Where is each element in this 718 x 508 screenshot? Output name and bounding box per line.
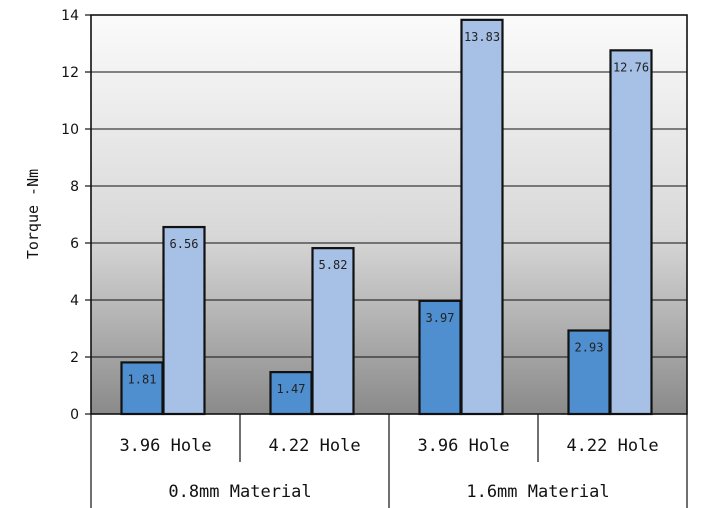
x-axis-categories: 3.96 Hole 4.22 Hole 3.96 Hole 4.22 Hole 0.8m… <box>90 414 688 508</box>
y-tick-label: 14 <box>61 8 79 24</box>
data-label: 1.81 <box>128 372 157 386</box>
y-tick-label: 2 <box>70 350 79 366</box>
bar <box>609 49 653 416</box>
bar <box>120 361 164 416</box>
x-category-label: 3.96 Hole <box>417 436 509 456</box>
y-tick-label: 6 <box>70 236 79 252</box>
data-label: 12.76 <box>613 60 649 74</box>
x-group-label: 1.6mm Material <box>466 482 609 502</box>
y-tick-label: 10 <box>61 122 79 138</box>
data-label: 5.82 <box>319 258 348 272</box>
data-label: 1.47 <box>277 382 306 396</box>
bars <box>120 18 653 416</box>
y-tick-label: 12 <box>61 65 79 81</box>
y-tick-label: 8 <box>70 179 79 195</box>
data-label: 3.97 <box>426 311 455 325</box>
x-category-label: 4.22 Hole <box>268 436 360 456</box>
x-category-label: 3.96 Hole <box>119 436 211 456</box>
bar <box>460 18 504 416</box>
bar <box>162 225 206 416</box>
y-tick-label: 4 <box>70 293 79 309</box>
y-axis-label: Torque -Nm <box>24 169 42 259</box>
x-group-label: 0.8mm Material <box>168 482 311 502</box>
data-labels: 1.81 1.47 3.97 2.93 6.56 5.82 13.83 12.76 <box>128 30 650 396</box>
y-axis-ticks: 0 2 4 6 8 10 12 14 <box>61 8 91 423</box>
x-category-label: 4.22 Hole <box>566 436 658 456</box>
y-tick-label: 0 <box>70 407 79 423</box>
data-label: 6.56 <box>170 237 199 251</box>
data-label: 13.83 <box>464 30 500 44</box>
data-label: 2.93 <box>575 340 604 354</box>
bar <box>311 247 355 416</box>
